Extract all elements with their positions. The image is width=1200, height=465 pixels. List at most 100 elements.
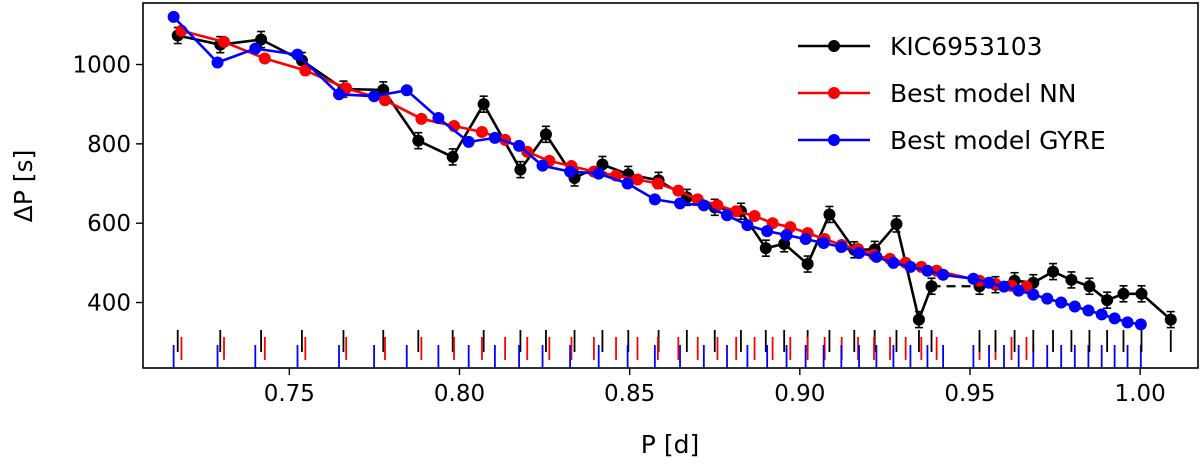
data-point bbox=[904, 260, 917, 273]
data-point bbox=[621, 177, 634, 190]
legend-item: KIC6953103 bbox=[798, 32, 1043, 61]
data-point bbox=[211, 56, 224, 69]
x-tick-label: 1.00 bbox=[1115, 381, 1166, 407]
data-point bbox=[596, 158, 609, 171]
data-point bbox=[514, 163, 527, 176]
data-point bbox=[1134, 318, 1147, 331]
data-point bbox=[1121, 316, 1134, 329]
data-point bbox=[1012, 284, 1025, 297]
data-point bbox=[368, 90, 381, 103]
legend-label: Best model GYRE bbox=[890, 126, 1106, 155]
data-point bbox=[674, 197, 687, 210]
data-point bbox=[536, 159, 549, 172]
data-point bbox=[1108, 312, 1121, 325]
data-point bbox=[412, 134, 425, 147]
data-point bbox=[1041, 292, 1054, 305]
data-point bbox=[249, 42, 262, 55]
x-tick-label: 0.80 bbox=[434, 381, 485, 407]
data-point bbox=[741, 219, 754, 232]
data-point bbox=[462, 135, 475, 148]
data-point bbox=[1083, 280, 1096, 293]
data-point bbox=[890, 217, 903, 230]
data-point bbox=[1101, 294, 1114, 307]
data-point bbox=[592, 167, 605, 180]
data-point bbox=[853, 246, 866, 259]
data-point bbox=[477, 98, 490, 111]
series-1 bbox=[931, 262, 1177, 329]
x-axis: 0.75 0.80 0.85 0.90 0.95 1.00 bbox=[264, 368, 1166, 407]
data-point bbox=[1065, 273, 1078, 286]
legend-label: KIC6953103 bbox=[890, 32, 1043, 61]
data-point bbox=[759, 242, 772, 255]
data-point bbox=[258, 52, 271, 65]
data-point bbox=[1068, 300, 1081, 313]
period-tick-rug bbox=[172, 330, 1172, 368]
y-tick-label: 1000 bbox=[72, 52, 131, 78]
data-point bbox=[1047, 265, 1060, 278]
data-point bbox=[780, 229, 793, 242]
x-tick-label: 0.75 bbox=[264, 381, 315, 407]
y-axis-title: ΔP [s] bbox=[9, 150, 38, 223]
data-point bbox=[475, 125, 488, 138]
data-point bbox=[761, 225, 774, 238]
data-point bbox=[870, 250, 883, 263]
x-tick-label: 0.85 bbox=[604, 381, 655, 407]
series-layer bbox=[167, 10, 1177, 331]
data-point bbox=[921, 264, 934, 277]
data-point bbox=[967, 272, 980, 285]
data-point bbox=[488, 131, 501, 144]
x-axis-title: P [d] bbox=[641, 430, 699, 459]
data-point bbox=[799, 233, 812, 246]
x-tick-label: 0.90 bbox=[774, 381, 825, 407]
data-point bbox=[446, 150, 459, 163]
data-point bbox=[983, 276, 996, 289]
data-point bbox=[291, 48, 304, 61]
data-point bbox=[513, 139, 526, 152]
data-point bbox=[1027, 288, 1040, 301]
data-point bbox=[255, 33, 268, 46]
data-point bbox=[378, 94, 391, 107]
data-point bbox=[672, 184, 685, 197]
legend-swatch-marker bbox=[828, 40, 840, 52]
data-point bbox=[887, 256, 900, 269]
data-point bbox=[1095, 308, 1108, 321]
data-point bbox=[817, 237, 830, 250]
legend-label: Best model NN bbox=[890, 79, 1077, 108]
data-point bbox=[299, 64, 312, 77]
data-point bbox=[217, 35, 230, 48]
data-point bbox=[631, 173, 644, 186]
data-point bbox=[564, 165, 577, 178]
y-tick-label: 800 bbox=[87, 132, 131, 158]
data-point bbox=[648, 193, 661, 206]
x-tick-label: 0.95 bbox=[944, 381, 995, 407]
legend-swatch-marker bbox=[828, 87, 840, 99]
data-point bbox=[937, 268, 950, 281]
data-point bbox=[748, 210, 761, 223]
legend: KIC6953103 Best model NN Best model GYRE bbox=[798, 32, 1106, 155]
series-3 bbox=[167, 10, 1147, 331]
data-point bbox=[801, 258, 814, 271]
data-point bbox=[730, 205, 743, 218]
data-point bbox=[720, 209, 733, 222]
data-point bbox=[651, 177, 664, 190]
data-point bbox=[823, 208, 836, 221]
data-point bbox=[167, 10, 180, 23]
data-point bbox=[697, 199, 710, 212]
data-point bbox=[1055, 296, 1068, 309]
data-point bbox=[912, 313, 925, 326]
legend-swatch-marker bbox=[828, 134, 840, 146]
data-point bbox=[835, 240, 848, 253]
y-axis: 400 600 800 1000 bbox=[72, 52, 143, 317]
data-point bbox=[415, 112, 428, 125]
data-point bbox=[1135, 287, 1148, 300]
data-point bbox=[998, 280, 1011, 293]
data-point bbox=[400, 84, 413, 97]
data-point bbox=[1164, 313, 1177, 326]
plot-frame bbox=[142, 2, 1199, 369]
data-point bbox=[432, 112, 445, 125]
data-point bbox=[711, 199, 724, 212]
legend-item: Best model NN bbox=[798, 79, 1077, 108]
y-tick-label: 400 bbox=[87, 291, 131, 317]
series-line bbox=[177, 34, 933, 321]
